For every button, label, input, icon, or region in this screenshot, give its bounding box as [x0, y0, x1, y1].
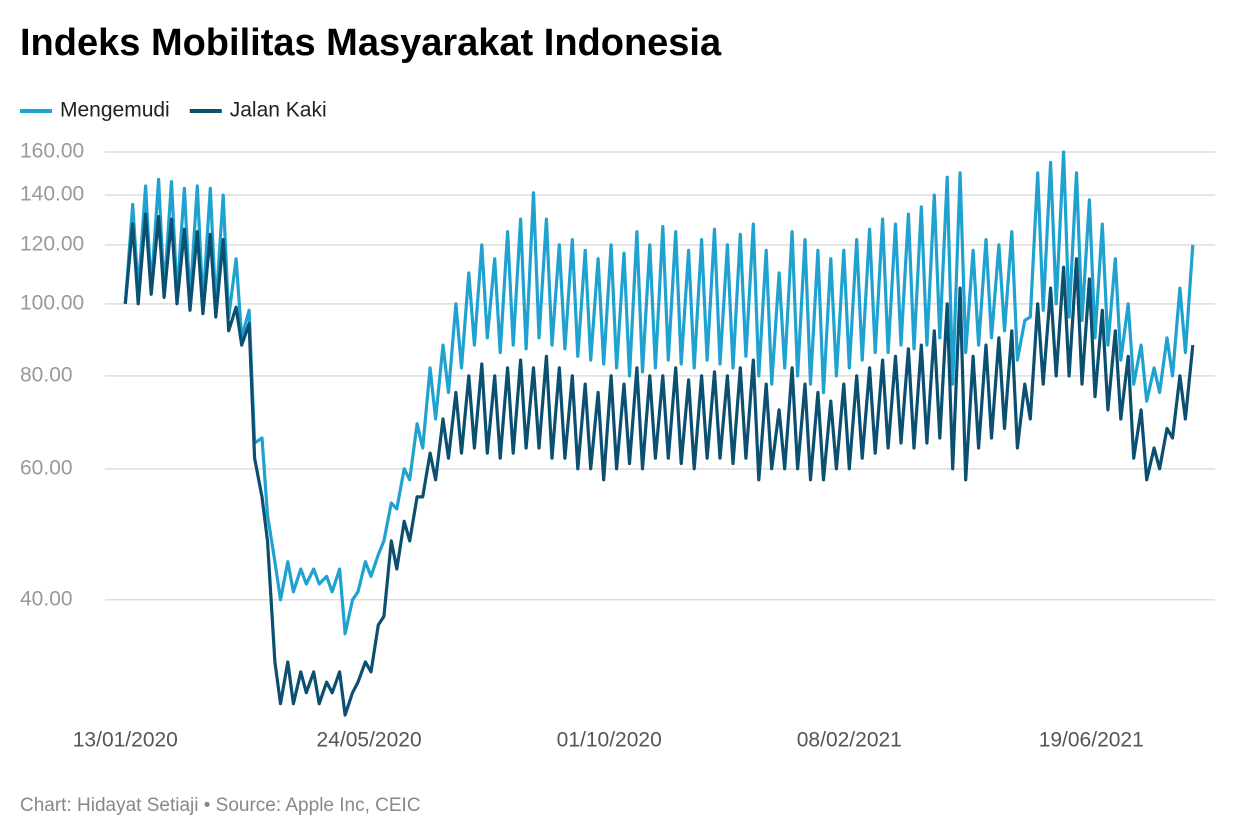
y-tick-label: 160.00 [20, 140, 84, 163]
x-tick-label: 08/02/2021 [797, 729, 902, 752]
y-tick-label: 120.00 [20, 232, 84, 255]
x-tick-label: 24/05/2020 [317, 729, 422, 752]
y-tick-label: 140.00 [20, 183, 84, 206]
legend-label: Mengemudi [60, 99, 170, 122]
series-line [123, 212, 1195, 717]
source-note: Chart: Hidayat Setiaji • Source: Apple I… [20, 795, 421, 816]
chart-title: Indeks Mobilitas Masyarakat Indonesia [20, 22, 722, 64]
x-tick-label: 19/06/2021 [1039, 729, 1144, 752]
y-tick-label: 40.00 [20, 587, 73, 610]
x-tick-label: 01/10/2020 [557, 729, 662, 752]
x-tick-label: 13/01/2020 [73, 729, 178, 752]
legend-label: Jalan Kaki [230, 99, 327, 122]
series-line [123, 150, 1195, 636]
y-tick-label: 100.00 [20, 291, 84, 314]
y-tick-label: 80.00 [20, 363, 73, 386]
y-tick-label: 60.00 [20, 456, 73, 479]
